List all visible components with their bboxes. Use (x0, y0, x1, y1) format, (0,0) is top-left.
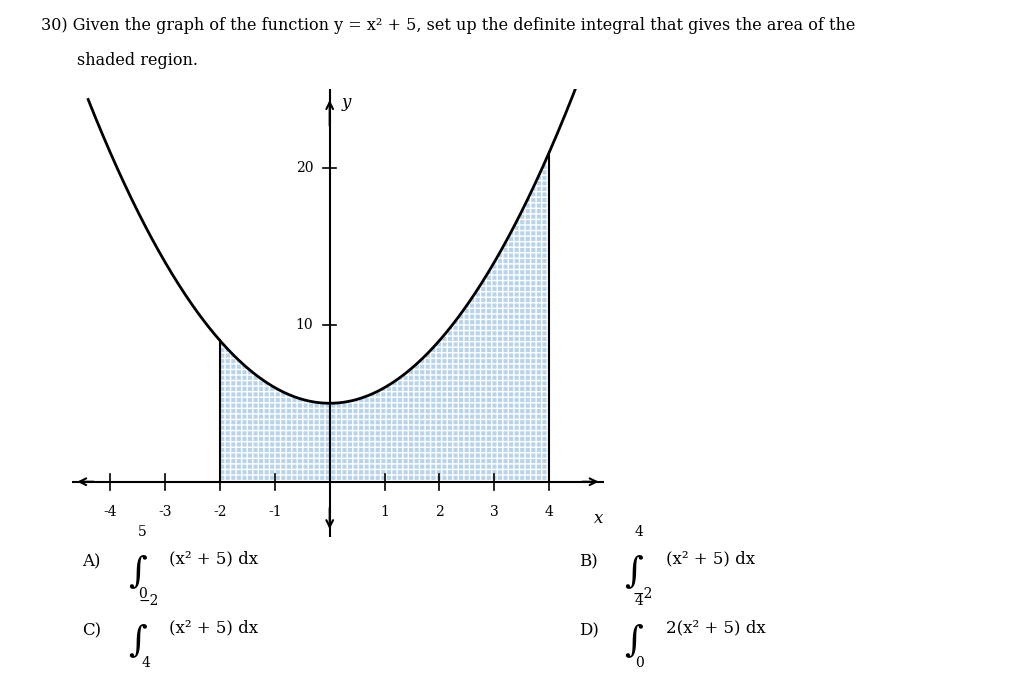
Text: -1: -1 (268, 505, 282, 519)
Text: (x² + 5) dx: (x² + 5) dx (666, 550, 755, 568)
Text: 10: 10 (296, 318, 313, 332)
Text: -2: -2 (213, 505, 226, 519)
Text: 4: 4 (635, 525, 644, 539)
Text: 2(x² + 5) dx: 2(x² + 5) dx (666, 619, 765, 636)
Text: −2: −2 (633, 587, 653, 601)
Text: 4: 4 (635, 594, 644, 608)
Text: C): C) (82, 623, 101, 640)
Text: 0: 0 (138, 587, 147, 601)
Text: -3: -3 (159, 505, 172, 519)
Text: ∫: ∫ (625, 623, 643, 656)
Text: -4: -4 (103, 505, 117, 519)
Text: ∫: ∫ (625, 554, 643, 588)
Text: (x² + 5) dx: (x² + 5) dx (169, 619, 258, 636)
Text: 0: 0 (635, 656, 644, 669)
Text: (x² + 5) dx: (x² + 5) dx (169, 550, 258, 568)
Text: 1: 1 (380, 505, 389, 519)
Text: −2: −2 (138, 594, 159, 608)
Text: 20: 20 (296, 161, 313, 175)
Text: B): B) (579, 554, 597, 571)
Text: 2: 2 (435, 505, 443, 519)
Text: shaded region.: shaded region. (77, 52, 198, 69)
Text: D): D) (579, 623, 598, 640)
Text: 5: 5 (138, 525, 147, 539)
Text: 30) Given the graph of the function y = x² + 5, set up the definite integral tha: 30) Given the graph of the function y = … (41, 17, 855, 34)
Text: ∫: ∫ (128, 554, 146, 588)
Text: 4: 4 (545, 505, 554, 519)
Text: 3: 3 (490, 505, 499, 519)
Text: A): A) (82, 554, 100, 571)
Text: 4: 4 (141, 656, 151, 669)
Text: ∫: ∫ (128, 623, 146, 656)
Text: y: y (341, 94, 351, 111)
Text: x: x (594, 510, 603, 527)
